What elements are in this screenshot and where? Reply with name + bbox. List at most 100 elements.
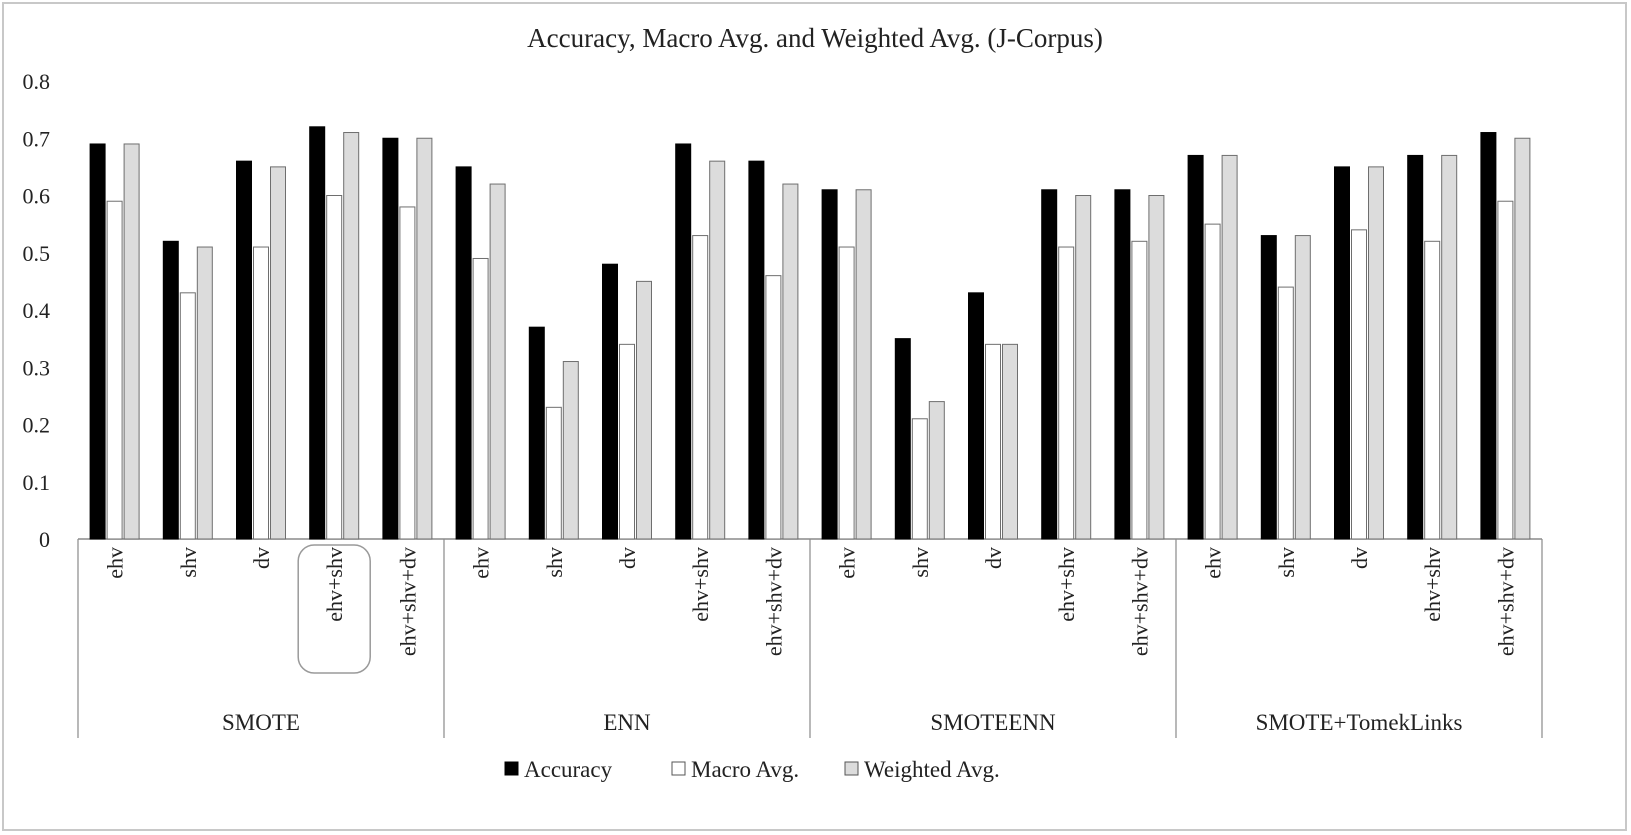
bar-weighted-avg [1368, 166, 1384, 540]
bar-accuracy [1407, 154, 1424, 540]
bar-macro-avg [253, 246, 269, 540]
x-axis-labels: ehv shv dv ehv+shv ehv+shv+dv SMOTE ehv shv dv eh… [103, 544, 1518, 735]
bar-macro-avg [545, 406, 562, 540]
x-tick-label: dv [1347, 547, 1372, 569]
bar-accuracy [1480, 132, 1497, 540]
bar-accuracy [968, 292, 984, 540]
y-tick-label: 0.8 [23, 69, 51, 94]
bar-weighted-avg [709, 160, 726, 540]
bar-weighted-avg [562, 361, 579, 540]
bar-macro-avg [1351, 229, 1367, 540]
bar-macro-avg [692, 235, 709, 540]
bar-macro-avg [838, 246, 855, 540]
x-tick-label: ehv+shv+dv [1127, 547, 1152, 656]
bar-macro-avg [179, 292, 196, 540]
x-tick-label: shv [542, 547, 567, 578]
bar-accuracy [748, 160, 765, 540]
bar-weighted-avg [1441, 154, 1458, 540]
x-tick-label: dv [981, 547, 1006, 569]
bar-accuracy [1334, 166, 1350, 540]
x-tick-label: ehv+shv+dv [761, 547, 786, 656]
bar-accuracy [1260, 235, 1277, 540]
bar-macro-avg [619, 343, 635, 540]
group-label: SMOTE+TomekLinks [1256, 710, 1463, 735]
bar-weighted-avg [1221, 154, 1238, 540]
group-label: SMOTE [222, 710, 300, 735]
x-tick-label: ehv+shv [1420, 547, 1445, 622]
bar-macro-avg [1277, 286, 1294, 540]
legend-label: Weighted Avg. [864, 757, 1000, 782]
legend-swatch [844, 761, 859, 776]
bar-macro-avg [399, 206, 416, 540]
bar-accuracy [602, 263, 618, 540]
bar-macro-avg [1497, 200, 1514, 540]
x-tick-label: ehv [103, 547, 128, 579]
x-tick-label: shv [1274, 547, 1299, 578]
bar-weighted-avg [636, 280, 652, 540]
bar-weighted-avg [1294, 235, 1311, 540]
bar-accuracy [382, 137, 399, 540]
bars [89, 126, 1531, 540]
legend-label: Macro Avg. [691, 757, 799, 782]
legend-label: Accuracy [524, 757, 613, 782]
x-tick-label: shv [908, 547, 933, 578]
chart-title: Accuracy, Macro Avg. and Weighted Avg. (… [527, 23, 1103, 53]
y-tick-label: 0.7 [23, 126, 51, 151]
bar-weighted-avg [782, 183, 799, 540]
x-tick-label: ehv+shv+dv [1493, 547, 1518, 656]
bar-macro-avg [472, 257, 489, 540]
bar-macro-avg [1058, 246, 1075, 540]
bar-weighted-avg [1148, 195, 1165, 540]
x-tick-label: shv [176, 547, 201, 578]
y-tick-label: 0.3 [23, 355, 51, 380]
bar-weighted-avg [343, 132, 360, 540]
highlight-box [297, 544, 371, 674]
bar-accuracy [1114, 189, 1131, 540]
bar-weighted-avg [1075, 195, 1092, 540]
y-tick-label: 0.6 [23, 184, 51, 209]
x-tick-label: ehv+shv [1054, 547, 1079, 622]
group-label: ENN [603, 710, 651, 735]
bar-weighted-avg [928, 401, 945, 540]
y-tick-label: 0.5 [23, 241, 51, 266]
y-tick-label: 0 [39, 527, 50, 552]
bar-accuracy [894, 338, 911, 540]
bar-macro-avg [1424, 240, 1441, 540]
bar-macro-avg [106, 200, 123, 540]
x-tick-label: ehv [835, 547, 860, 579]
bar-weighted-avg [123, 143, 140, 540]
y-tick-label: 0.2 [23, 413, 51, 438]
bar-accuracy [528, 326, 545, 540]
bar-macro-avg [1204, 223, 1221, 540]
x-tick-label: dv [615, 547, 640, 569]
bar-accuracy [162, 240, 179, 540]
bar-accuracy [1041, 189, 1058, 540]
bar-weighted-avg [1514, 137, 1531, 540]
bar-weighted-avg [416, 137, 433, 540]
legend-swatch [671, 761, 686, 776]
x-tick-label: ehv+shv [688, 547, 713, 622]
bar-accuracy [821, 189, 838, 540]
bar-accuracy [455, 166, 472, 540]
bar-weighted-avg [270, 166, 286, 540]
group-label: SMOTEENN [930, 710, 1056, 735]
bar-accuracy [309, 126, 326, 540]
y-tick-label: 0.1 [23, 470, 51, 495]
legend: Accuracy Macro Avg. Weighted Avg. [504, 757, 1000, 782]
x-tick-label: ehv+shv [322, 547, 347, 622]
y-tick-label: 0.4 [23, 298, 51, 323]
bar-accuracy [236, 160, 252, 540]
x-tick-label: ehv+shv+dv [395, 547, 420, 656]
bar-weighted-avg [1002, 343, 1018, 540]
bar-accuracy [89, 143, 106, 540]
legend-swatch [504, 761, 519, 776]
bar-weighted-avg [196, 246, 213, 540]
bar-macro-avg [911, 418, 928, 540]
bar-weighted-avg [855, 189, 872, 540]
x-tick-label: ehv [469, 547, 494, 579]
x-tick-label: ehv [1201, 547, 1226, 579]
bar-macro-avg [985, 343, 1001, 540]
bar-macro-avg [1131, 240, 1148, 540]
